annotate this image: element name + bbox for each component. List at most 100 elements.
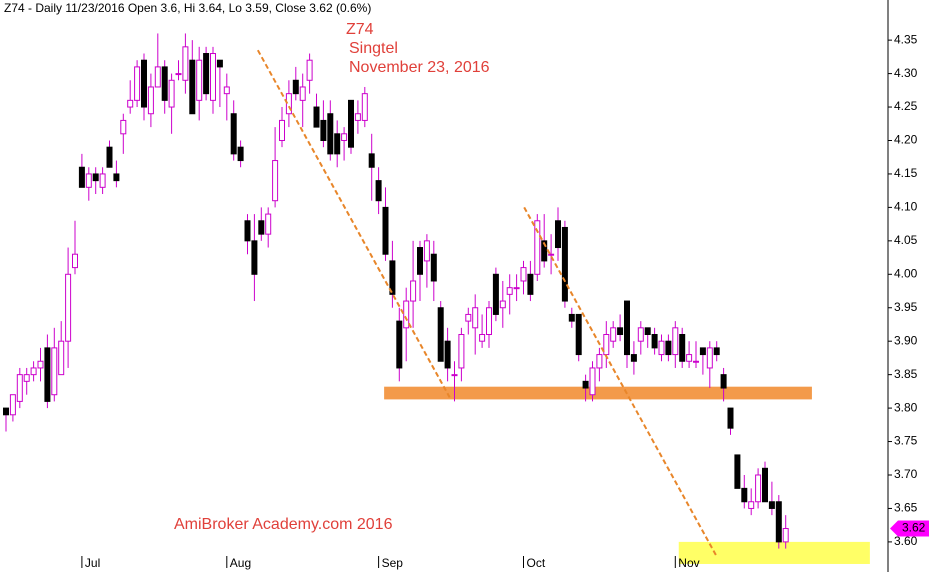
candle-body	[506, 287, 513, 295]
candle-body	[396, 320, 403, 369]
candle-body	[741, 487, 748, 503]
candle-body	[99, 173, 106, 188]
candle-body	[368, 153, 375, 168]
candle-body	[762, 467, 768, 503]
candle-body	[479, 334, 486, 342]
candle-body	[320, 119, 327, 141]
candle-body	[216, 59, 223, 68]
trend-line	[523, 206, 717, 556]
candle-body	[265, 213, 272, 235]
candle-body	[258, 220, 265, 235]
y-tick-label: 4.25	[894, 99, 918, 113]
candle-body	[51, 347, 58, 396]
candle-body	[334, 133, 341, 155]
candle-body	[520, 267, 527, 282]
candle-body	[182, 46, 189, 81]
candle-body	[23, 374, 30, 382]
candle-body	[768, 501, 775, 509]
y-tick-label: 3.90	[894, 333, 918, 347]
candle-body	[651, 334, 658, 349]
candle-body	[30, 367, 37, 376]
candle-body	[720, 374, 727, 389]
y-tick-label: 4.05	[894, 233, 918, 247]
candle-body	[486, 307, 492, 336]
candle-body	[465, 313, 472, 322]
candle-body	[548, 253, 555, 256]
candle-body	[9, 394, 16, 416]
y-tick-label: 3.60	[894, 534, 918, 548]
candle-body	[603, 334, 610, 356]
candle-body	[44, 347, 51, 402]
y-tick-label: 3.65	[894, 501, 918, 515]
band	[678, 541, 870, 564]
candle-body	[665, 340, 672, 356]
y-tick-label: 3.75	[894, 434, 918, 448]
candle-body	[279, 119, 285, 141]
candle-body	[375, 180, 382, 202]
candle-body	[734, 454, 741, 489]
candle-body	[575, 313, 582, 356]
candle-body	[92, 173, 99, 182]
candle-body	[348, 99, 354, 148]
candle-body	[555, 220, 561, 249]
candle-body	[16, 374, 23, 402]
candle-body	[679, 334, 686, 362]
candle-body	[534, 220, 541, 275]
candle-body	[699, 347, 706, 356]
candle-body	[713, 347, 720, 356]
candle-body	[3, 407, 9, 416]
candle-body	[85, 173, 92, 188]
y-tick-label: 4.15	[894, 166, 918, 180]
y-tick-label: 3.80	[894, 400, 918, 414]
candle-body	[203, 53, 210, 95]
price-tag-label: 3.62	[902, 521, 926, 535]
candle-body	[389, 260, 396, 295]
candle-body	[527, 273, 534, 295]
chart-title: Z74 - Daily 11/23/2016 Open 3.6, Hi 3.64…	[4, 1, 371, 15]
candle-body	[113, 173, 120, 182]
candle-body	[175, 73, 182, 76]
candle-body	[354, 113, 361, 121]
candle-body	[327, 113, 334, 155]
y-tick-label: 4.35	[894, 32, 918, 46]
candle-body	[451, 374, 458, 377]
band	[384, 386, 812, 400]
annotation: AmiBroker Academy.com 2016	[174, 516, 393, 533]
candle-body	[658, 340, 665, 356]
candle-body	[306, 59, 313, 81]
candle-body	[223, 86, 230, 95]
y-tick-label: 4.10	[894, 200, 918, 214]
x-tick-label: Aug	[230, 556, 251, 570]
candle-body	[154, 66, 161, 88]
candle-body	[168, 79, 175, 108]
candle-body	[561, 226, 568, 302]
candle-body	[437, 307, 444, 362]
candle-body	[58, 340, 65, 376]
candle-body	[196, 59, 203, 101]
candle-body	[589, 367, 596, 396]
candle-body	[230, 113, 237, 155]
candle-body	[775, 501, 782, 543]
candle-body	[672, 327, 679, 356]
trend-line	[256, 49, 451, 398]
y-tick-label: 3.85	[894, 367, 918, 381]
candle-body	[403, 300, 410, 329]
candle-body	[492, 273, 499, 315]
y-tick-label: 4.00	[894, 266, 918, 280]
candle-body	[341, 133, 348, 141]
candle-body	[251, 240, 258, 275]
candle-body	[292, 79, 299, 95]
candle-body	[65, 273, 72, 342]
candle-body	[596, 354, 603, 369]
candle-body	[755, 474, 762, 503]
annotation: Singtel	[349, 40, 398, 57]
candle-body	[134, 66, 141, 101]
candle-body	[272, 160, 279, 202]
candle-body	[417, 247, 423, 275]
candle-body	[299, 86, 306, 101]
x-tick-label: Oct	[527, 556, 546, 570]
candle-body	[472, 307, 479, 329]
candle-body	[382, 206, 389, 255]
candle-body	[423, 240, 430, 262]
